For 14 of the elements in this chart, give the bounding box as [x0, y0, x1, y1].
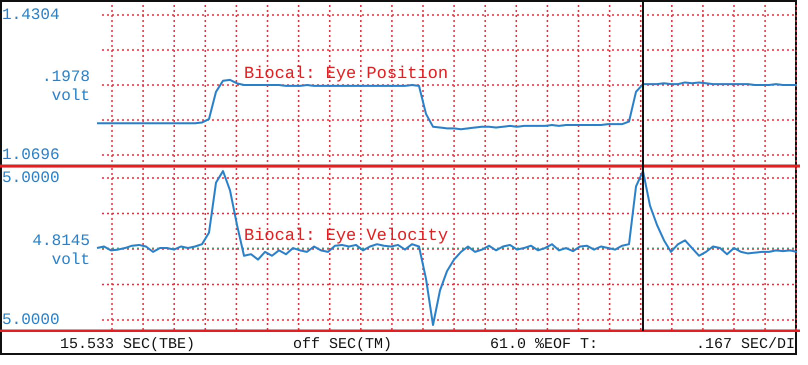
text: volt — [50, 251, 90, 269]
text: 1.4304 — [2, 6, 61, 24]
text: off SEC(TM) — [292, 336, 392, 353]
series-label: Biocal: Eye Position — [244, 64, 448, 84]
text: volt — [50, 87, 90, 105]
text: .167 SEC/DI — [696, 336, 795, 353]
series-label: Biocal: Eye Velocity — [244, 227, 448, 246]
text: 61.0 %EOF T: — [490, 336, 598, 353]
text: 5.0000 — [2, 311, 61, 329]
text: 4.8145 — [31, 232, 90, 250]
text: 15.533 SEC(TBE) — [60, 336, 196, 353]
text: .1978 — [40, 68, 90, 86]
text: 1.0696 — [2, 146, 61, 164]
text: 5.0000 — [2, 169, 61, 187]
